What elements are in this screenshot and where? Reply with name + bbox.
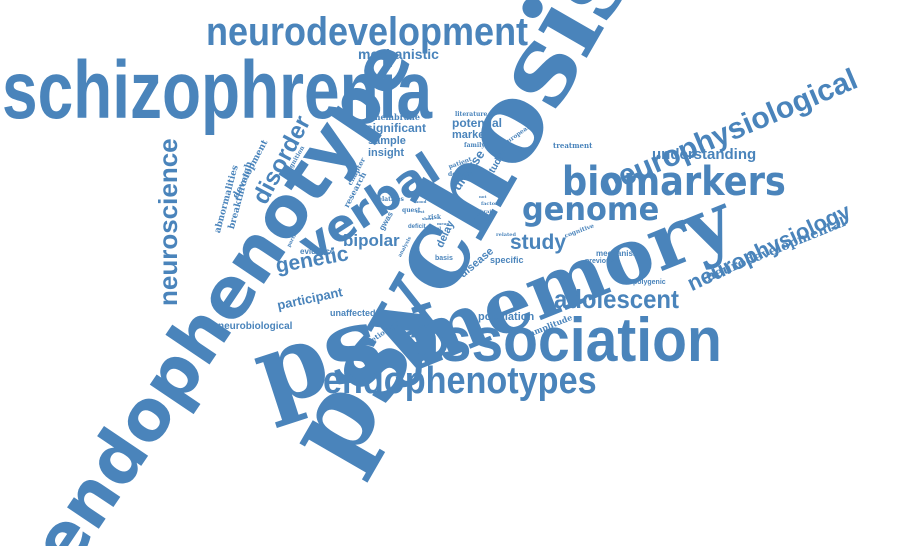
word-mechanism: mechanism xyxy=(596,249,641,258)
word-potential: potential xyxy=(452,116,502,130)
word-biomarkers: biomarkers xyxy=(562,159,786,205)
word-unaffected: unaffected xyxy=(330,308,376,318)
word-neurodevelopment: neurodevelopment xyxy=(206,10,529,54)
word-genome: genome xyxy=(522,190,660,228)
word-marker: marker xyxy=(452,129,489,141)
word-polygenic: polygenic xyxy=(633,279,666,286)
word-adolescent: adolescent xyxy=(554,284,679,314)
word-study: study xyxy=(510,231,567,254)
word-sample: sample xyxy=(368,135,406,147)
word-mechanistic: mechanistic xyxy=(358,46,439,62)
word-basis: basis xyxy=(435,255,453,262)
word-population: population xyxy=(478,311,535,323)
word-specific: specific xyxy=(490,255,524,265)
word-tiny-3: short xyxy=(422,216,434,221)
word-brain: brain xyxy=(480,209,495,215)
word-quest: quest xyxy=(402,207,421,214)
word-related: related xyxy=(496,232,516,238)
word-family: family xyxy=(464,142,485,149)
word-deficit: deficit xyxy=(408,224,426,230)
word-schizophrenia: schizophrenia xyxy=(2,45,433,136)
word-literature: literature xyxy=(455,111,488,118)
word-tiny-1: not xyxy=(479,194,487,199)
word-neurobiological: neurobiological xyxy=(218,321,293,332)
word-relatives: relatives xyxy=(375,196,404,203)
word-bipolar: bipolar xyxy=(343,231,400,250)
word-endophenotypes: endophenotypes xyxy=(323,360,597,402)
word-domain: domain xyxy=(448,171,474,178)
word-understanding: understanding xyxy=(652,146,757,163)
word-evidence: evidence xyxy=(300,247,335,256)
word-tiny-7: mood xyxy=(414,199,427,204)
word-neuroscience: neuroscience xyxy=(153,138,183,306)
word-factor: factor xyxy=(481,201,498,207)
word-significant: significant xyxy=(366,121,427,135)
word-previous: previous xyxy=(585,258,615,265)
word-membrane: membrane xyxy=(372,112,420,122)
word-treatment: treatment xyxy=(553,141,593,150)
word-tiny-2: test xyxy=(416,209,425,214)
word-association: association xyxy=(408,306,722,375)
word-tiny-4: mean xyxy=(437,221,450,226)
word-insight: insight xyxy=(368,147,405,159)
word-risk: risk xyxy=(428,214,441,221)
word-model: model xyxy=(424,226,442,232)
